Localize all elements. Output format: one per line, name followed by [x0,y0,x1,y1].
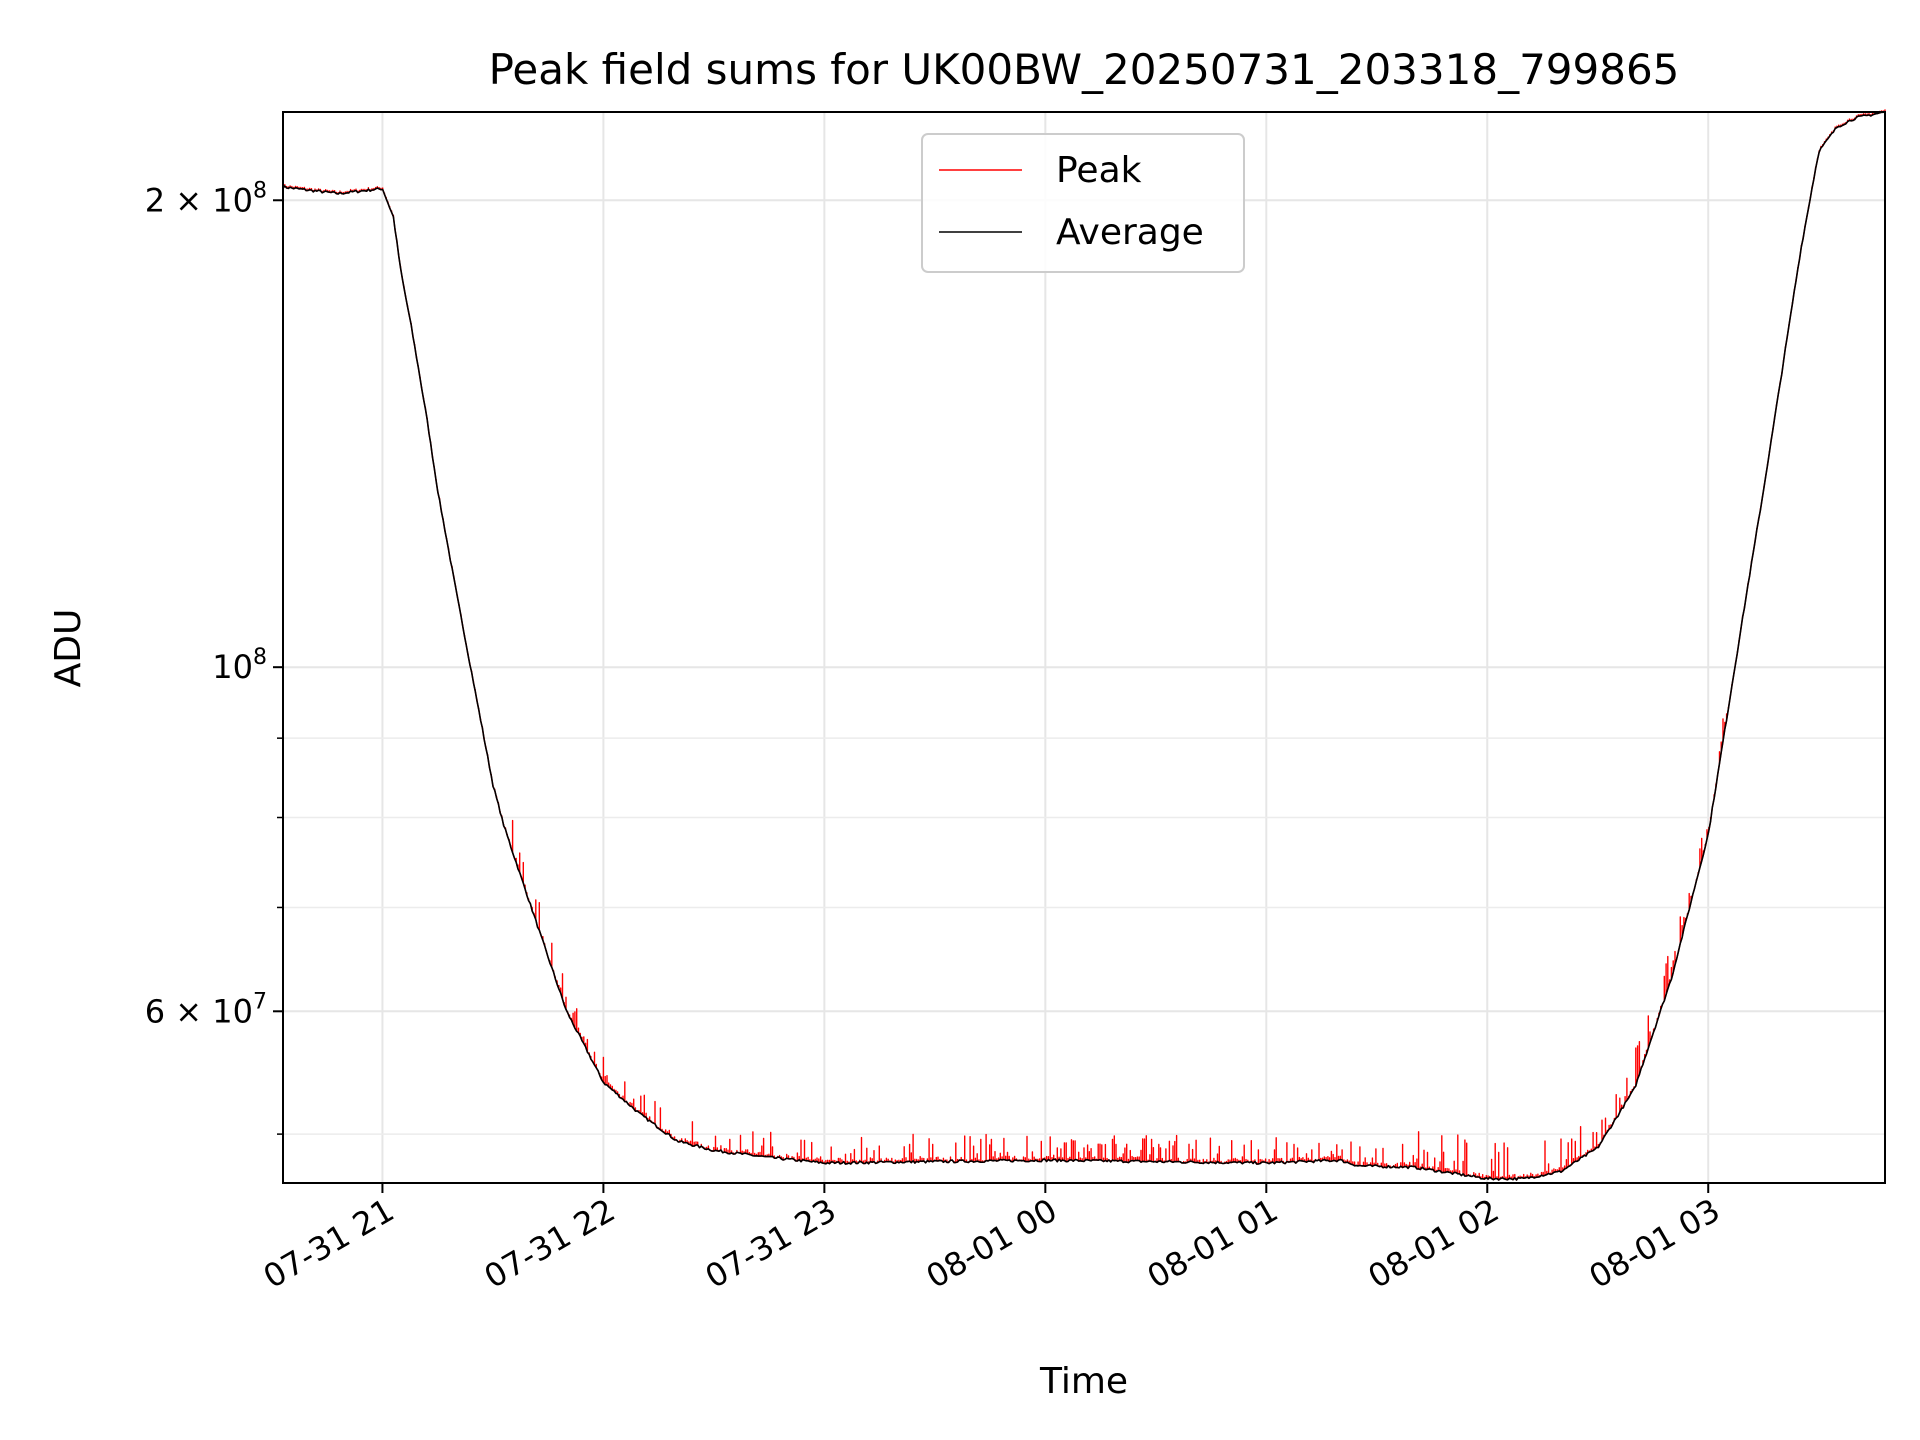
y-tick-label: 2 × 108 [145,178,267,219]
legend: Peak Average [921,133,1245,273]
y-axis-label: ADU [48,609,89,688]
chart-title: Peak field sums for UK00BW_20250731_2033… [489,45,1680,94]
x-tick-label: 07-31 21 [257,1191,401,1296]
x-tick-label: 08-01 00 [920,1191,1064,1296]
grid-lines [283,112,1885,1183]
series-lines [282,109,1886,1181]
legend-label-average: Average [1056,212,1204,253]
x-axis-label: Time [1039,1361,1128,1402]
x-tick-label: 08-01 01 [1141,1191,1285,1296]
x-tick-label: 07-31 22 [478,1191,622,1296]
x-tick-label: 08-01 02 [1362,1191,1506,1296]
plot-frame [282,111,1886,1184]
legend-label-peak: Peak [1056,150,1142,191]
legend-box [921,133,1245,273]
x-tick-label: 08-01 03 [1583,1191,1727,1296]
y-tick-label: 6 × 107 [145,989,267,1030]
y-tick-label: 108 [212,645,267,686]
x-tick-label: 07-31 23 [699,1191,843,1296]
average-series-line [282,110,1886,1181]
